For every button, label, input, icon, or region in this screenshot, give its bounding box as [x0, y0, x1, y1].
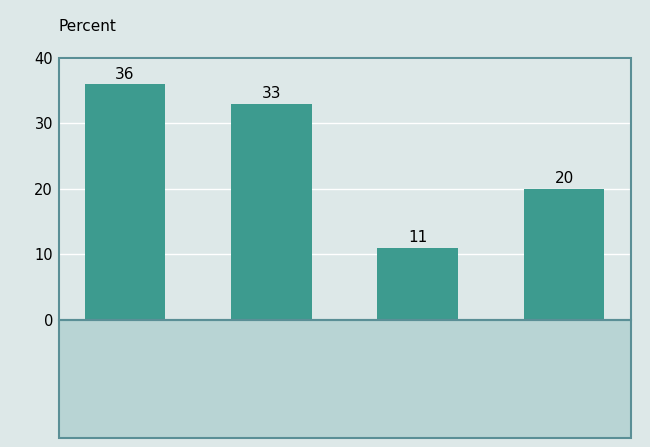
- Bar: [84, 84, 165, 320]
- Text: 100%
of income: 100% of income: [528, 363, 601, 395]
- Text: Percent: Percent: [58, 18, 116, 34]
- Text: 11: 11: [408, 230, 427, 245]
- Text: Less than 50%
of income: Less than 50% of income: [71, 363, 179, 395]
- Bar: [378, 248, 458, 320]
- Text: 33: 33: [261, 86, 281, 101]
- Text: 50-89%
of income: 50-89% of income: [235, 363, 307, 395]
- Text: 90-99%
of income: 90-99% of income: [382, 363, 454, 395]
- Bar: [231, 104, 311, 320]
- Text: 20: 20: [554, 171, 574, 186]
- Bar: [524, 189, 604, 320]
- Text: 36: 36: [115, 67, 135, 82]
